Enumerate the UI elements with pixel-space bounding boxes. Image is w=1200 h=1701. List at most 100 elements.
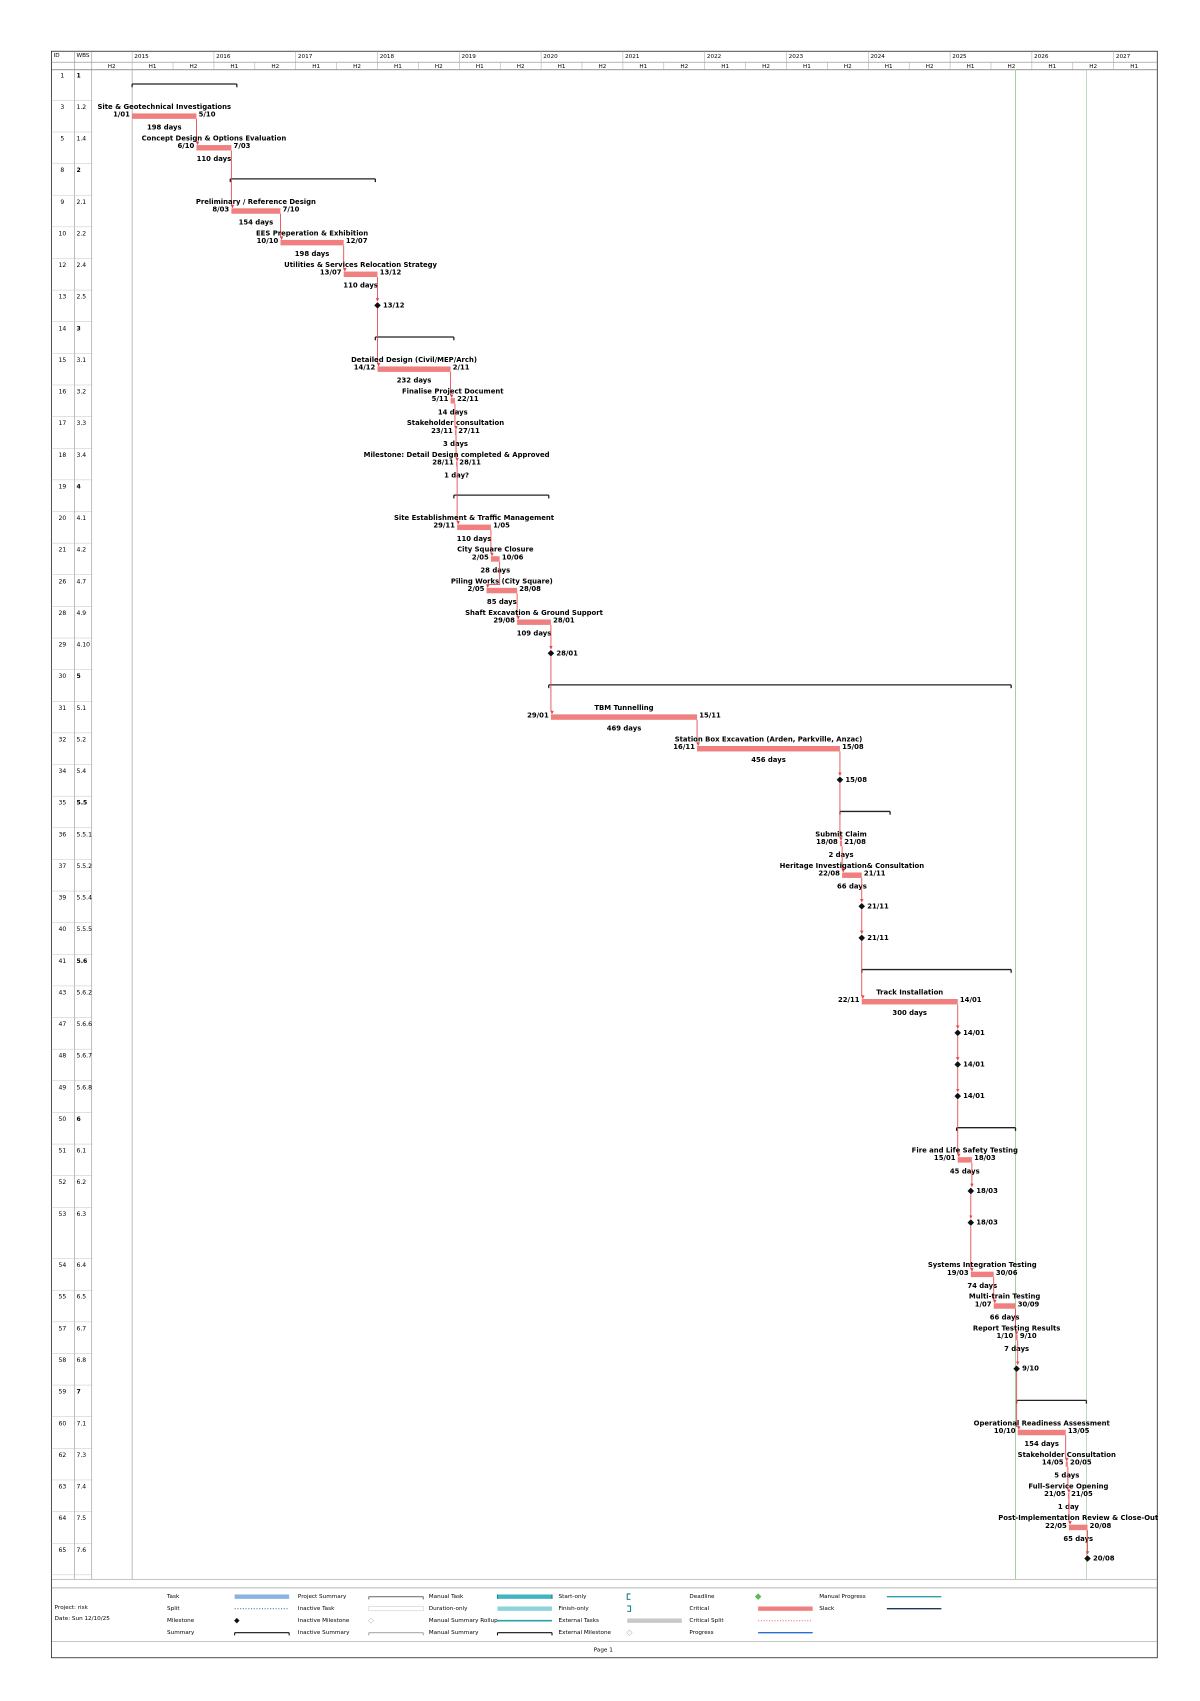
legend-label: Finish-only [559, 1606, 590, 1612]
row-wbs: 4.1 [77, 515, 87, 522]
row-wbs: 6.5 [77, 1294, 87, 1301]
row-id: 16 [58, 389, 66, 396]
dependency-link [490, 530, 494, 557]
milestone [967, 1219, 975, 1226]
dependency-link [861, 941, 865, 1000]
task-start: 8/03 [212, 205, 229, 213]
critical-task-bar [550, 714, 698, 720]
legend-symbol [234, 1594, 290, 1599]
row-id: 18 [58, 452, 66, 459]
milestone-date: 21/11 [867, 934, 889, 942]
task-finish: 21/08 [844, 838, 866, 846]
task-name: Concept Design & Options Evaluation [142, 135, 287, 143]
task-name: Submit Claim [815, 830, 866, 838]
task-start: 22/11 [838, 996, 860, 1004]
row-wbs: 2.4 [77, 262, 87, 269]
task-name: Report Testing Results [973, 1324, 1061, 1332]
task-name: EES Preperation & Exhibition [256, 229, 368, 237]
row-wbs: 5 [77, 673, 81, 680]
year-label: 2020 [543, 54, 558, 60]
task-name: Multi-train Testing [969, 1293, 1040, 1301]
legend-label: Inactive Milestone [298, 1618, 350, 1624]
task-start: 23/11 [431, 427, 453, 435]
dependency-link [1016, 1371, 1021, 1430]
year-label: 2016 [216, 54, 231, 60]
row-wbs: 5.5.5 [77, 926, 93, 933]
dependency-link [957, 1099, 961, 1158]
row-wbs: 6 [77, 1116, 81, 1123]
task-duration: 45 days [950, 1167, 980, 1175]
task-name: Stakeholder Consultation [1018, 1451, 1116, 1459]
page-number: Page 1 [594, 1648, 613, 1654]
legend-label: Split [167, 1606, 180, 1612]
task-finish: 28/11 [459, 458, 481, 466]
task-start: 15/01 [934, 1154, 956, 1162]
row-id: 26 [58, 578, 66, 585]
row-id: 14 [58, 325, 66, 332]
milestone [954, 1092, 961, 1100]
milestone-date: 14/01 [963, 1029, 985, 1037]
critical-task-bar [839, 840, 843, 847]
year-label: 2023 [789, 54, 804, 60]
project-name: Project: risk [55, 1605, 89, 1611]
row-wbs: 5.5.2 [77, 863, 93, 870]
critical-task-bar [517, 619, 551, 625]
legend-label: Manual Summary [429, 1630, 479, 1636]
row-id: 48 [58, 1053, 66, 1060]
legend-label: External Tasks [559, 1618, 599, 1624]
task-duration: 154 days [1024, 1440, 1059, 1448]
critical-task-bar [697, 745, 840, 752]
row-wbs: 1.4 [77, 136, 87, 143]
task-finish: 14/01 [960, 996, 982, 1004]
task-finish: 22/11 [457, 395, 479, 403]
dependency-link [1065, 1435, 1069, 1462]
half-label: H2 [108, 64, 116, 70]
milestone [547, 650, 555, 657]
task-start: 14/12 [354, 364, 376, 372]
legend-symbol [234, 1617, 240, 1624]
half-label: H2 [1089, 64, 1097, 70]
milestone [836, 776, 844, 784]
year-label: 2019 [461, 54, 476, 60]
critical-task-bar [1017, 1429, 1066, 1436]
task-duration: 2 days [829, 851, 854, 859]
row-id: 60 [58, 1420, 66, 1427]
legend-label: Deadline [689, 1594, 715, 1600]
task-start: 10/10 [257, 237, 279, 245]
row-wbs: 5.6.6 [77, 1021, 93, 1028]
task-name: Full-Service Opening [1028, 1483, 1108, 1491]
task-duration: 7 days [1004, 1345, 1029, 1353]
task-duration: 66 days [990, 1313, 1020, 1321]
task-start: 28/11 [432, 458, 454, 466]
dependency-link [485, 561, 501, 588]
row-wbs: 2.5 [77, 294, 87, 301]
task-start: 2/05 [472, 553, 489, 561]
dependency-link [839, 783, 843, 841]
task-duration: 456 days [751, 756, 786, 764]
row-id: 8 [60, 167, 64, 174]
task-name: Stakeholder consultation [407, 419, 504, 427]
milestone-date: 18/03 [976, 1187, 998, 1195]
half-label: H1 [312, 64, 320, 70]
task-finish: 15/11 [699, 711, 721, 719]
half-label: H2 [599, 64, 607, 70]
half-label: H1 [721, 64, 729, 70]
legend-symbol [367, 1617, 375, 1624]
page-frame [50, 50, 1158, 1659]
half-label: H1 [149, 64, 157, 70]
task-finish: 13/12 [380, 269, 402, 277]
row-id: 57 [58, 1325, 66, 1332]
task-duration: 110 days [343, 282, 378, 290]
row-id: 5 [60, 136, 64, 143]
legend-label: Manual Progress [819, 1594, 866, 1600]
task-finish: 13/05 [1068, 1427, 1090, 1435]
row-id: 20 [58, 515, 66, 522]
critical-task-bar [457, 524, 491, 531]
legend-label: Manual Task [429, 1594, 464, 1600]
row-id: 34 [58, 768, 66, 775]
dependency-link [970, 1225, 974, 1272]
row-id: 37 [58, 863, 66, 870]
milestone-date: 9/10 [1022, 1365, 1039, 1373]
half-label: H2 [680, 64, 688, 70]
dependency-link [516, 593, 520, 620]
